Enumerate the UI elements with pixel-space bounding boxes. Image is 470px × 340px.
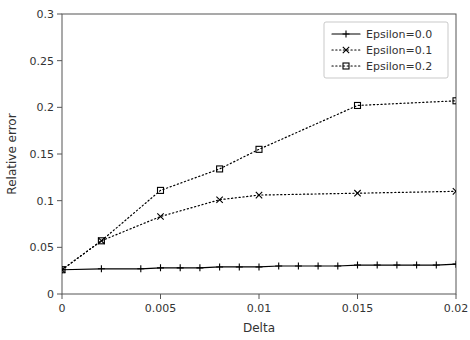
series-line: [62, 191, 456, 269]
point: [413, 262, 420, 269]
x-tick-label: 0.005: [145, 302, 177, 315]
x-tick-label: 0.02: [444, 302, 469, 315]
point: [62, 267, 65, 273]
legend-marker: [343, 31, 350, 38]
y-tick-label: 0.2: [37, 101, 55, 114]
legend-label: Epsilon=0.1: [366, 44, 432, 57]
point: [256, 192, 262, 198]
point: [355, 102, 361, 108]
point: [157, 213, 163, 219]
y-tick-label: 0.1: [37, 195, 55, 208]
legend: Epsilon=0.0 Epsilon=0.1 Epsilon=0.2: [324, 22, 448, 78]
x-tick: [160, 294, 161, 299]
point: [453, 188, 456, 194]
y-tick: [57, 154, 62, 155]
legend-box: [324, 22, 448, 78]
point: [158, 187, 164, 193]
point: [216, 197, 222, 203]
plot-frame: [62, 14, 456, 294]
x-tick: [62, 294, 63, 299]
point: [453, 98, 456, 104]
x-axis: 0 0.005 0.01 0.015 0.02: [59, 294, 469, 315]
point: [137, 265, 144, 272]
y-tick: [57, 247, 62, 248]
legend-marker: [343, 47, 349, 53]
legend-label: Epsilon=0.2: [366, 60, 432, 73]
legend-marker: [343, 63, 349, 69]
y-tick: [57, 200, 62, 201]
point: [275, 263, 282, 270]
point: [98, 265, 105, 272]
legend-label: Epsilon=0.0: [366, 28, 432, 41]
point: [177, 264, 184, 271]
point: [393, 262, 400, 269]
y-tick-label: 0: [47, 288, 54, 301]
point: [354, 262, 361, 269]
plot-area: [62, 98, 456, 273]
y-tick-label: 0.05: [30, 241, 55, 254]
y-tick-label: 0.3: [37, 8, 55, 21]
y-axis: 0 0.05 0.1 0.15 0.2 0.25 0.3: [30, 8, 63, 301]
y-tick-label: 0.15: [30, 148, 55, 161]
y-tick: [57, 14, 62, 15]
point: [334, 263, 341, 270]
point: [98, 238, 104, 244]
x-axis-label: Delta: [243, 321, 275, 335]
point: [157, 264, 164, 271]
x-tick-label: 0: [59, 302, 66, 315]
point: [256, 146, 262, 152]
series: [62, 98, 456, 273]
point: [196, 264, 203, 271]
point: [256, 263, 263, 270]
x-tick-label: 0.015: [342, 302, 374, 315]
y-axis-label: Relative error: [5, 113, 19, 194]
point: [295, 263, 302, 270]
point: [236, 263, 243, 270]
point: [217, 166, 223, 172]
x-tick: [456, 294, 457, 299]
series-line: [62, 101, 456, 270]
y-tick: [57, 60, 62, 61]
point: [216, 263, 223, 270]
point: [354, 190, 360, 196]
point: [433, 262, 440, 269]
x-tick-label: 0.01: [247, 302, 272, 315]
chart: 0 0.005 0.01 0.015 0.02 0 0.05 0.1 0.15 0.2 0.25 0.…: [0, 0, 470, 340]
legend-line: [332, 65, 360, 66]
point: [374, 262, 381, 269]
y-tick: [57, 107, 62, 108]
point: [315, 263, 322, 270]
x-tick: [259, 294, 260, 299]
point: [453, 261, 457, 268]
y-tick: [57, 294, 62, 295]
x-tick: [357, 294, 358, 299]
series: [62, 188, 456, 273]
series: [62, 261, 456, 274]
y-tick-label: 0.25: [30, 55, 55, 68]
